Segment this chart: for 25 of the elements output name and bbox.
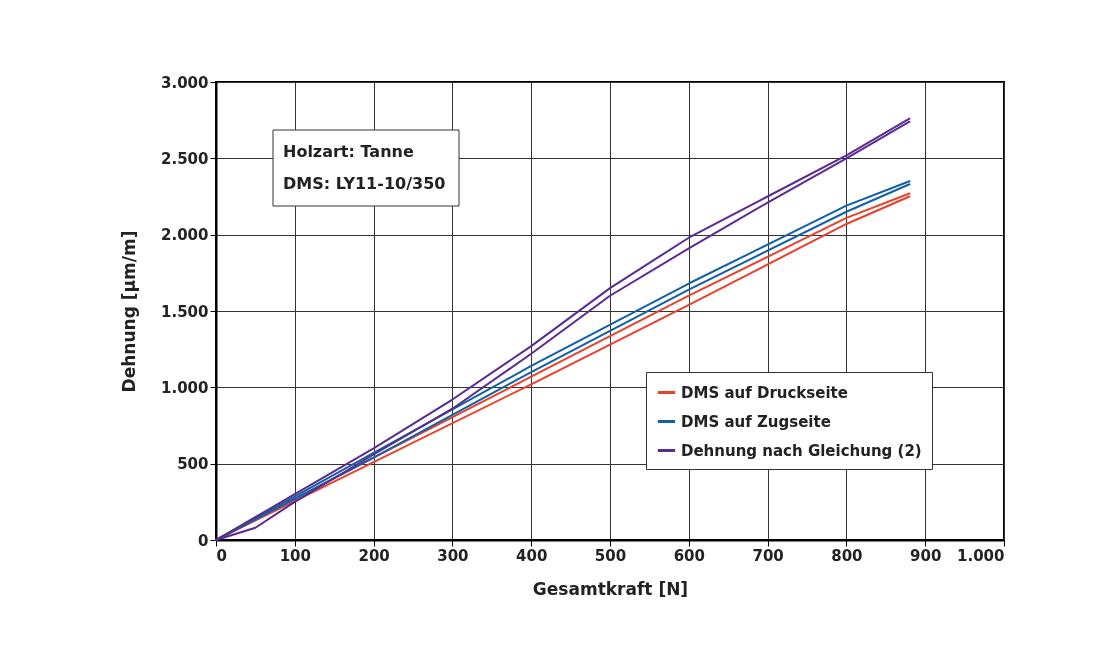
y-axis-title: Dehnung [µm/m] bbox=[119, 230, 140, 393]
y-tick-label: 2.500 bbox=[161, 149, 209, 168]
legend-label: DMS auf Zugseite bbox=[681, 412, 831, 431]
x-tick-label: 100 bbox=[279, 546, 311, 565]
x-tick-label: 1.000 bbox=[957, 546, 1005, 565]
legend-label: Dehnung nach Gleichung (2) bbox=[681, 441, 922, 460]
x-tick-label: 900 bbox=[910, 546, 942, 565]
x-tick-label: 700 bbox=[752, 546, 784, 565]
x-axis-title: Gesamtkraft [N] bbox=[532, 578, 689, 599]
x-tick-label: 500 bbox=[594, 546, 627, 565]
x-tick-label: 800 bbox=[831, 546, 863, 565]
x-tick-label: 200 bbox=[358, 546, 390, 565]
y-tick-label: 0 bbox=[198, 531, 209, 550]
x-tick-label: 400 bbox=[516, 546, 548, 565]
legend-label: DMS auf Druckseite bbox=[681, 383, 848, 402]
y-tick-label: 500 bbox=[177, 455, 209, 474]
y-tick-label: 1.000 bbox=[161, 378, 209, 397]
y-tick-label: 2.000 bbox=[161, 226, 209, 245]
x-tick-label: 600 bbox=[673, 546, 705, 565]
y-tick-label: 1.500 bbox=[161, 302, 209, 321]
x-tick-label: 300 bbox=[437, 546, 469, 565]
y-tick-label: 3.000 bbox=[161, 73, 209, 92]
annotation: DMS: LY11-10/350 bbox=[283, 174, 446, 193]
x-tick-label: 0 bbox=[216, 546, 227, 565]
annotation: Holzart: Tanne bbox=[283, 142, 414, 161]
